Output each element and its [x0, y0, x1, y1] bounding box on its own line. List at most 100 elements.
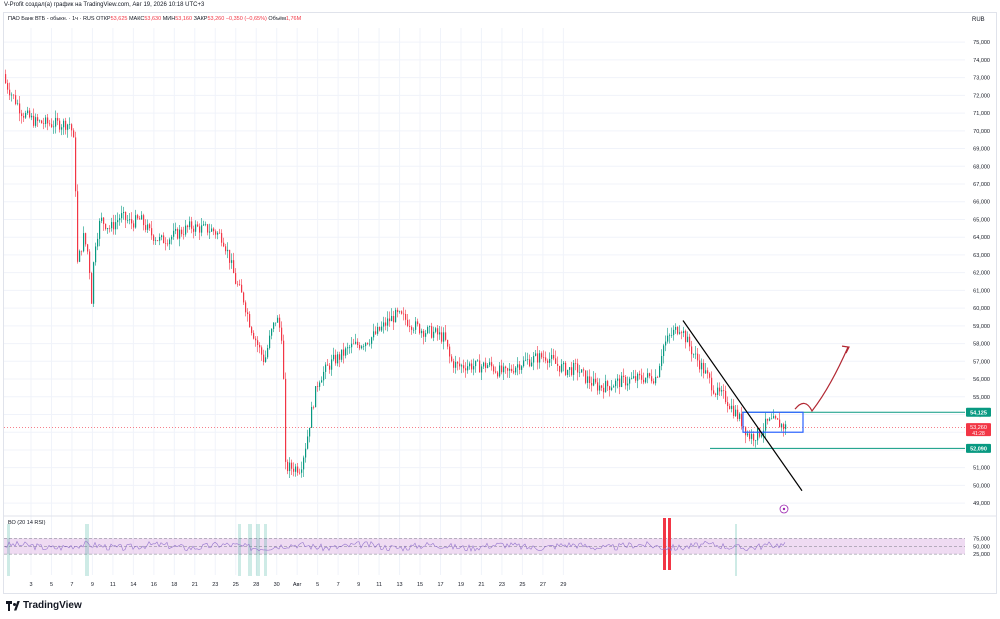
- candle-body: [659, 366, 661, 378]
- candle-body: [267, 348, 269, 358]
- candle-body: [355, 341, 357, 344]
- candle-body: [109, 228, 111, 229]
- candle-body: [505, 366, 507, 369]
- candle-body: [697, 353, 699, 361]
- candle-body: [585, 370, 587, 383]
- candle-body: [151, 228, 153, 236]
- candle-body: [503, 366, 505, 373]
- candle-body: [297, 466, 299, 473]
- candle-body: [25, 113, 27, 118]
- candle-body: [383, 322, 385, 327]
- candle-body: [463, 365, 465, 369]
- candle-body: [111, 222, 113, 229]
- candle-body: [377, 326, 379, 334]
- candle-body: [161, 235, 163, 238]
- candle-body: [277, 317, 279, 323]
- y-tick-label: 60,000: [973, 306, 990, 312]
- candle-body: [657, 376, 659, 378]
- candle-body: [495, 371, 497, 373]
- candle-body: [205, 224, 207, 225]
- candle-body: [35, 117, 37, 126]
- x-tick-label: 17: [437, 582, 443, 588]
- rsi-indicator-label[interactable]: ВО (20 14 RSI): [8, 520, 46, 526]
- candle-body: [531, 362, 533, 367]
- open-value: 53,625: [110, 16, 128, 22]
- candle-body: [477, 360, 479, 362]
- candle-body: [597, 382, 599, 391]
- candle-body: [171, 236, 173, 240]
- forecast-arrowhead: [841, 345, 850, 354]
- x-tick-label: 23: [499, 582, 505, 588]
- candle-body: [447, 339, 449, 347]
- candle-body: [541, 353, 543, 358]
- x-tick-label: 25: [519, 582, 525, 588]
- candle-body: [489, 362, 491, 366]
- candle-body: [579, 372, 581, 374]
- candle-body: [517, 364, 519, 368]
- candle-body: [783, 424, 785, 430]
- candle-body: [397, 309, 399, 313]
- candle-body: [565, 362, 567, 375]
- high-value: 53,630: [144, 16, 162, 22]
- rsi-signal-bar: [7, 524, 10, 576]
- candle-body: [557, 363, 559, 366]
- candle-body: [369, 343, 371, 345]
- candle-body: [757, 428, 759, 441]
- footer-brand[interactable]: TradingView: [6, 600, 82, 611]
- candle-body: [271, 328, 273, 336]
- candle-body: [359, 345, 361, 349]
- currency-label[interactable]: RUB: [972, 17, 985, 23]
- candle-body: [459, 363, 461, 367]
- candle-body: [621, 375, 623, 387]
- candle-body: [315, 386, 317, 408]
- candle-body: [735, 409, 737, 416]
- y-tick-label: 58,000: [973, 342, 990, 348]
- rsi-extreme-bar: [663, 518, 666, 570]
- x-tick-label: 5: [316, 582, 319, 588]
- candle-body: [653, 381, 655, 384]
- candle-body: [725, 390, 727, 403]
- candle-body: [483, 362, 485, 367]
- candle-body: [291, 462, 293, 469]
- candle-body: [317, 386, 319, 387]
- candle-body: [675, 326, 677, 330]
- candle-body: [113, 222, 115, 230]
- chart-caption: V-Profit создал(а) график на TradingView…: [4, 2, 205, 8]
- rsi-signal-bar: [735, 524, 737, 576]
- candle-body: [379, 326, 381, 331]
- candle-body: [781, 424, 783, 428]
- candle-body: [329, 365, 331, 370]
- candle-body: [437, 328, 439, 335]
- candle-body: [509, 368, 511, 371]
- candle-body: [223, 242, 225, 247]
- candle-body: [31, 115, 33, 118]
- candle-body: [347, 347, 349, 349]
- candle-body: [293, 468, 295, 472]
- candle-body: [239, 284, 241, 285]
- candle-body: [265, 357, 267, 362]
- candle-body: [523, 360, 525, 367]
- candle-body: [65, 120, 67, 130]
- candle-body: [577, 363, 579, 373]
- candle-body: [309, 427, 311, 437]
- candle-body: [573, 362, 575, 375]
- candle-body: [339, 354, 341, 360]
- candle-body: [19, 103, 21, 114]
- level-label-54125-bg: [966, 407, 991, 417]
- candle-body: [631, 377, 633, 379]
- candle-body: [69, 124, 71, 125]
- candle-body: [289, 462, 291, 472]
- last-time-label: 41:28: [972, 431, 985, 437]
- candle-body: [261, 347, 263, 355]
- candle-body: [143, 215, 145, 226]
- y-tick-label: 64,000: [973, 235, 990, 241]
- candle-body: [177, 229, 179, 239]
- candle-body: [681, 332, 683, 334]
- candle-body: [589, 376, 591, 384]
- candle-body: [739, 413, 741, 419]
- candle-body: [417, 321, 419, 325]
- candle-body: [391, 315, 393, 322]
- chart-frame[interactable]: [3, 12, 997, 594]
- candle-body: [553, 355, 555, 359]
